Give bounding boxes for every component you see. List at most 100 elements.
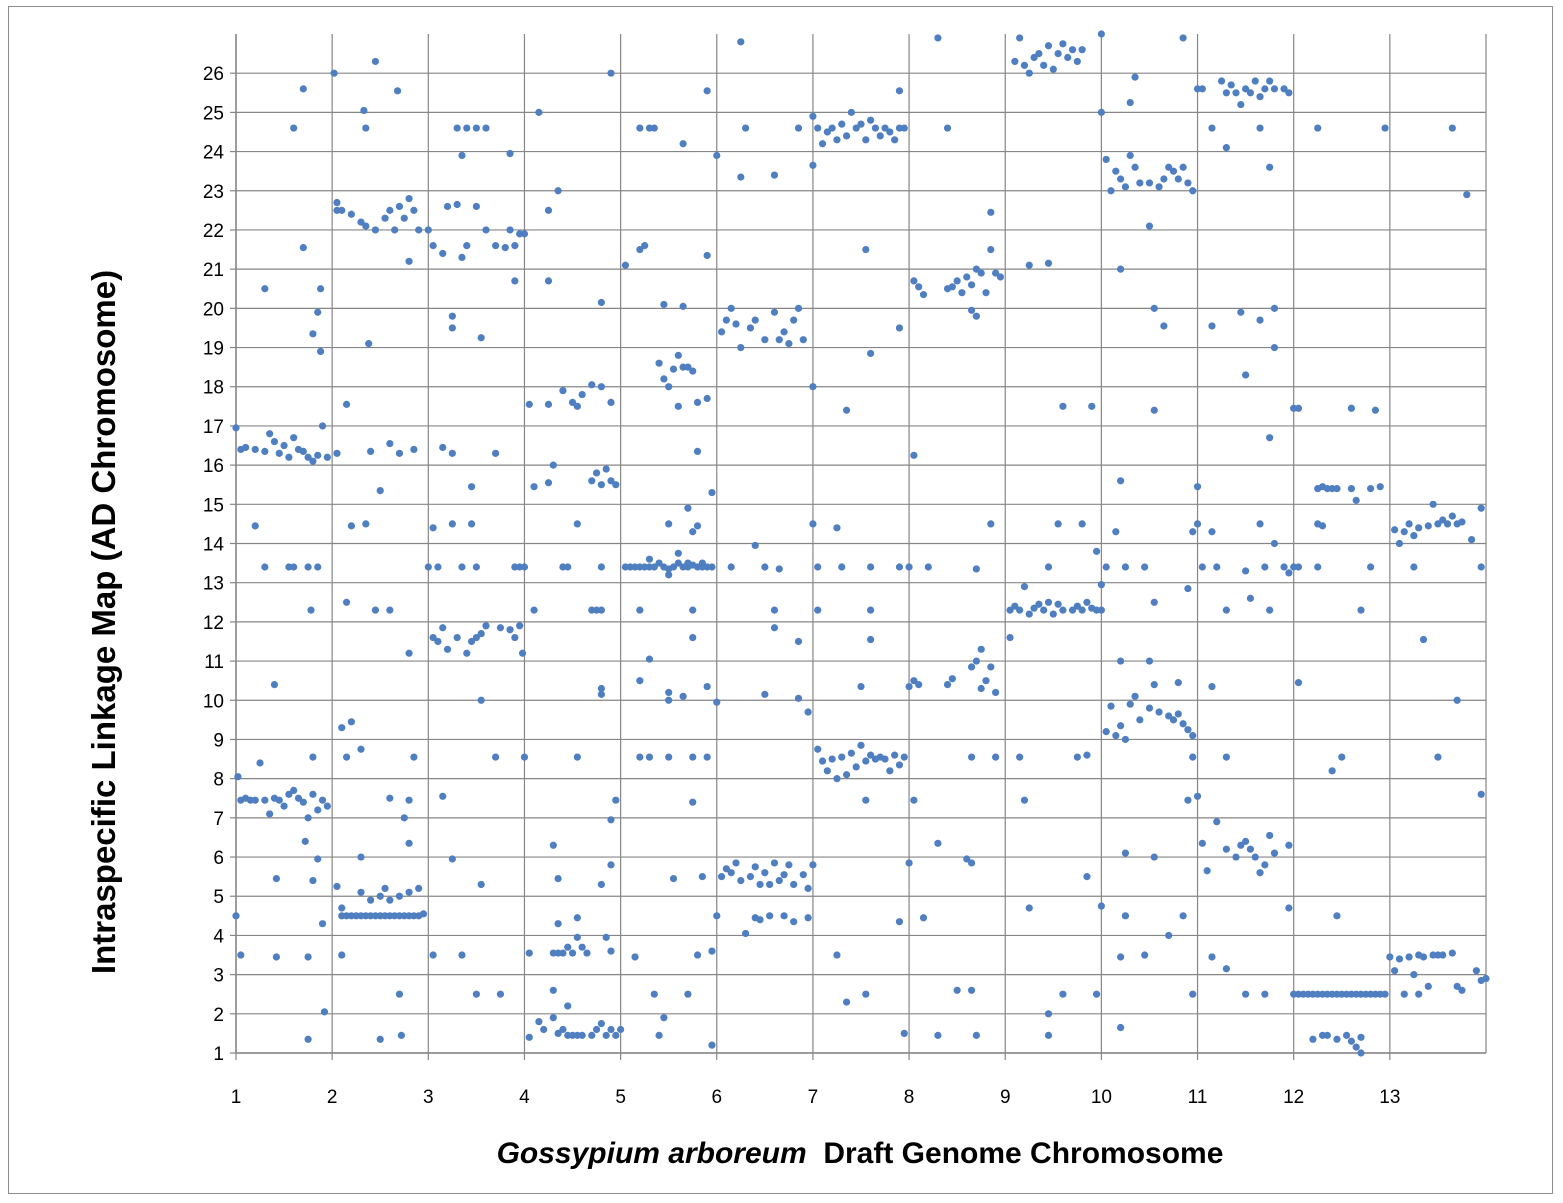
data-point [467,520,476,528]
data-point [684,990,692,998]
data-point [689,753,697,761]
data-point [338,951,346,959]
data-point [713,698,721,706]
data-point [314,855,322,863]
data-point [857,741,865,749]
data-point [597,684,605,693]
data-point [621,261,630,269]
data-point [544,479,553,487]
data-point [963,273,971,281]
data-point [525,949,533,957]
data-point [347,522,355,530]
data-point [607,947,615,955]
data-point [987,245,995,254]
data-point [477,630,485,638]
data-point [1439,951,1447,959]
data-point [1117,1023,1125,1032]
data-point [342,753,351,761]
data-point [549,986,557,994]
data-point [766,880,774,889]
data-point [304,453,312,461]
y-tick-label: 6 [213,848,224,869]
data-point [934,839,942,847]
data-point [1145,657,1154,665]
data-point [290,563,298,571]
data-point [943,680,952,689]
data-point [977,645,985,653]
data-point [535,108,543,116]
data-point [919,291,928,299]
data-point [1054,600,1062,608]
data-point [708,563,716,571]
y-tick-label: 9 [213,730,224,751]
data-point [429,633,437,642]
x-tick-label: 6 [711,1087,722,1108]
data-point [1285,904,1293,912]
data-point [299,447,307,455]
y-tick-label: 20 [203,299,224,320]
data-point [1092,990,1101,998]
data-point [367,896,375,904]
data-point [1318,522,1327,530]
data-point [756,880,764,889]
data-point [972,657,980,665]
data-point [501,243,509,252]
x-tick-label: 4 [519,1087,530,1108]
data-point [1285,89,1293,97]
data-point [342,598,351,606]
data-point [516,622,524,630]
data-point [1044,563,1053,571]
data-point [1169,716,1178,724]
data-point [967,306,976,314]
data-point [309,876,317,885]
data-point [1064,53,1072,62]
data-point [1198,839,1206,847]
data-point [395,892,404,900]
data-point [895,918,904,926]
data-point [477,334,485,342]
data-point [977,269,985,277]
data-point [1160,322,1168,330]
data-point [924,563,932,571]
data-point [1342,1031,1351,1039]
data-point [578,390,586,399]
data-point [578,943,586,951]
data-point [492,753,500,761]
data-point [1242,837,1250,845]
data-point [982,289,990,297]
data-point [304,563,312,571]
data-point [554,920,562,928]
data-point [285,453,293,461]
data-point [1270,539,1279,548]
data-point [794,694,803,702]
data-point [256,759,264,767]
data-point [400,814,408,822]
data-point [1044,1010,1053,1018]
data-point [895,761,904,769]
data-point [809,112,817,120]
data-point [693,951,702,959]
data-point [607,861,615,869]
data-point [963,855,971,863]
data-point [376,1035,384,1043]
data-point [1381,124,1389,132]
data-point [1463,191,1471,199]
data-point [1424,982,1432,990]
data-point [780,328,788,336]
data-point [458,151,466,160]
data-points [232,30,1490,1057]
data-point [1386,953,1394,961]
y-tick-label: 8 [213,770,224,791]
data-point [1126,151,1134,160]
data-point [309,330,317,338]
data-point [1424,522,1432,530]
data-point [689,606,697,614]
data-point [669,365,678,373]
data-point [1097,902,1105,910]
data-point [833,951,841,959]
data-point [559,387,567,395]
data-point [357,218,365,226]
data-point [1208,682,1216,691]
data-point [453,633,461,642]
